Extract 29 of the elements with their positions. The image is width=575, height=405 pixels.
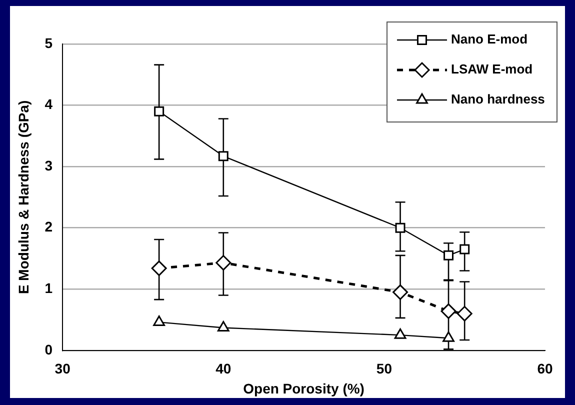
point bbox=[394, 328, 406, 339]
point bbox=[460, 244, 470, 254]
x-tick-label: 50 bbox=[376, 360, 392, 377]
point bbox=[440, 303, 456, 319]
legend-label: Nano E-mod bbox=[451, 32, 528, 47]
point bbox=[392, 284, 408, 300]
y-tick-label: 4 bbox=[44, 96, 53, 112]
point bbox=[395, 222, 406, 233]
legend-label: Nano hardness bbox=[451, 92, 545, 107]
point bbox=[217, 320, 230, 332]
x-tick-label: 40 bbox=[216, 360, 232, 377]
point bbox=[444, 250, 454, 260]
point bbox=[216, 255, 232, 271]
point bbox=[456, 306, 472, 322]
point bbox=[218, 151, 228, 162]
y-tick-label: 0 bbox=[44, 341, 53, 358]
x-axis-title: Open Porosity (%) bbox=[243, 380, 364, 396]
y-tick-label: 1 bbox=[44, 280, 53, 296]
y-tick-label: 5 bbox=[44, 34, 53, 51]
y-tick-label: 3 bbox=[44, 157, 53, 174]
y-axis-title: E Modulus & Hardness (GPa) bbox=[15, 100, 32, 294]
legend-label: LSAW E-mod bbox=[451, 62, 533, 77]
point bbox=[154, 106, 164, 116]
x-tick-label: 60 bbox=[537, 360, 553, 377]
point bbox=[151, 260, 167, 276]
y-tick-label: 2 bbox=[44, 218, 53, 235]
point bbox=[442, 331, 454, 342]
x-tick-label: 30 bbox=[54, 360, 71, 377]
point bbox=[153, 315, 166, 326]
